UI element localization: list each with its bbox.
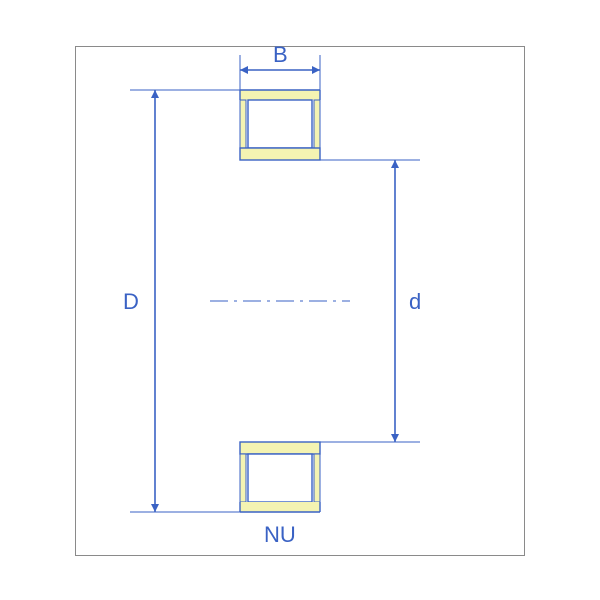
diagram-svg	[0, 0, 600, 600]
bearing-type-label: NU	[264, 522, 296, 548]
bore-diameter-label-d: d	[409, 289, 421, 315]
width-label-B: B	[273, 42, 288, 68]
outer-diameter-label-D: D	[123, 289, 139, 315]
bearing-diagram: B D d NU	[0, 0, 600, 600]
